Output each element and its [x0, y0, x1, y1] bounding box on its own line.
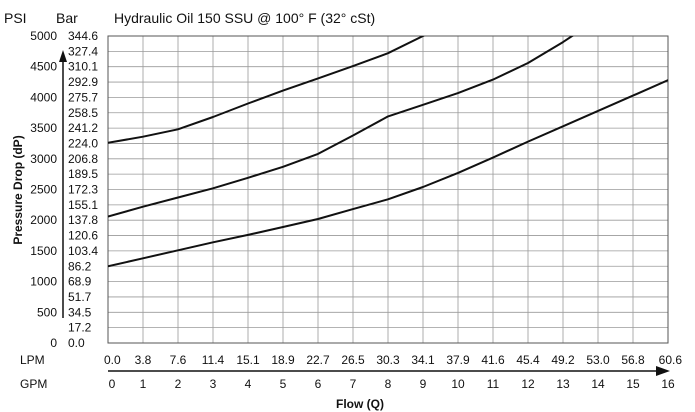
gpm-tick-label: 11 — [487, 377, 500, 391]
lpm-tick-label: 0.0 — [104, 353, 121, 367]
bar-unit-label: Bar — [56, 10, 78, 26]
psi-tick-label: 3500 — [30, 121, 57, 135]
tick-labels: 0 500 1000 1500 2000 2500 3000 3500 4000 4500 5000… — [30, 29, 682, 391]
gpm-tick-label: 14 — [591, 377, 605, 391]
lpm-tick-label: 60.6 — [659, 353, 683, 367]
gpm-tick-label: 3 — [210, 377, 217, 391]
bar-tick-label: 206.8 — [68, 152, 98, 166]
gpm-tick-label: 7 — [350, 377, 357, 391]
psi-tick-label: 1500 — [30, 244, 57, 258]
bar-tick-label: 172.3 — [68, 183, 98, 197]
gpm-tick-label: 10 — [451, 377, 465, 391]
lpm-tick-label: 41.6 — [481, 353, 505, 367]
gpm-unit-label: GPM — [20, 377, 47, 391]
bar-tick-label: 155.1 — [68, 198, 98, 212]
bar-tick-label: 137.8 — [68, 213, 98, 227]
lpm-tick-label: 3.8 — [135, 353, 152, 367]
grid-lines — [108, 36, 668, 343]
lpm-tick-label: 37.9 — [446, 353, 470, 367]
gpm-tick-label: 4 — [245, 377, 252, 391]
curves — [108, 36, 668, 268]
x-axis-arrowhead — [656, 366, 670, 376]
bar-tick-label: 17.2 — [68, 321, 92, 335]
gpm-tick-label: 6 — [315, 377, 322, 391]
psi-tick-label: 0 — [50, 336, 57, 350]
lpm-tick-label: 22.7 — [306, 353, 330, 367]
gpm-tick-label: 0 — [109, 377, 116, 391]
bar-tick-label: 68.9 — [68, 275, 92, 289]
lpm-tick-label: 26.5 — [341, 353, 365, 367]
psi-tick-label: 4000 — [30, 90, 57, 104]
gpm-tick-label: 12 — [521, 377, 535, 391]
bar-tick-label: 241.2 — [68, 121, 98, 135]
bar-tick-label: 224.0 — [68, 136, 98, 150]
y-axis-label: Pressure Drop (dP) — [11, 135, 25, 244]
gpm-tick-label: 16 — [661, 377, 675, 391]
plot-frame — [107, 35, 669, 344]
bar-tick-label: 310.1 — [68, 60, 98, 74]
gpm-tick-label: 5 — [280, 377, 287, 391]
lpm-tick-label: 45.4 — [516, 353, 540, 367]
gpm-tick-label: 15 — [626, 377, 640, 391]
bar-tick-label: 258.5 — [68, 106, 98, 120]
psi-tick-label: 500 — [37, 305, 57, 319]
bar-tick-label: 275.7 — [68, 90, 98, 104]
lpm-tick-label: 34.1 — [411, 353, 435, 367]
lpm-tick-label: 49.2 — [551, 353, 575, 367]
lpm-tick-label: 15.1 — [236, 353, 260, 367]
lpm-tick-label: 56.8 — [621, 353, 645, 367]
chart-title: Hydraulic Oil 150 SSU @ 100° F (32° cSt) — [114, 10, 375, 26]
lpm-tick-label: 7.6 — [170, 353, 187, 367]
bar-tick-label: 189.5 — [68, 167, 98, 181]
bar-tick-label: 120.6 — [68, 229, 98, 243]
y-axis-arrowhead — [59, 50, 67, 62]
x-axis-label: Flow (Q) — [336, 397, 384, 411]
curve-3 — [108, 36, 426, 144]
curve-2 — [108, 36, 574, 218]
psi-tick-label: 3000 — [30, 152, 57, 166]
bar-tick-label: 34.5 — [68, 305, 92, 319]
curve-1 — [108, 79, 668, 268]
psi-unit-label: PSI — [4, 10, 27, 26]
lpm-tick-label: 18.9 — [271, 353, 295, 367]
lpm-tick-label: 11.4 — [202, 353, 225, 367]
lpm-unit-label: LPM — [20, 353, 45, 367]
psi-tick-label: 5000 — [30, 29, 57, 43]
bar-tick-label: 327.4 — [68, 44, 98, 58]
gpm-tick-label: 2 — [175, 377, 182, 391]
bar-tick-label: 292.9 — [68, 75, 98, 89]
psi-tick-label: 1000 — [30, 275, 57, 289]
bar-tick-label: 51.7 — [68, 290, 92, 304]
gpm-tick-label: 8 — [385, 377, 392, 391]
gpm-tick-label: 1 — [140, 377, 147, 391]
bar-tick-label: 344.6 — [68, 29, 98, 43]
lpm-tick-label: 30.3 — [376, 353, 400, 367]
bar-tick-label: 86.2 — [68, 259, 92, 273]
psi-tick-label: 2000 — [30, 213, 57, 227]
psi-tick-label: 4500 — [30, 60, 57, 74]
gpm-tick-label: 13 — [556, 377, 570, 391]
lpm-tick-label: 53.0 — [586, 353, 610, 367]
bar-tick-label: 103.4 — [68, 244, 98, 258]
psi-tick-label: 2500 — [30, 183, 57, 197]
gpm-tick-label: 9 — [420, 377, 427, 391]
bar-tick-label: 0.0 — [68, 336, 85, 350]
